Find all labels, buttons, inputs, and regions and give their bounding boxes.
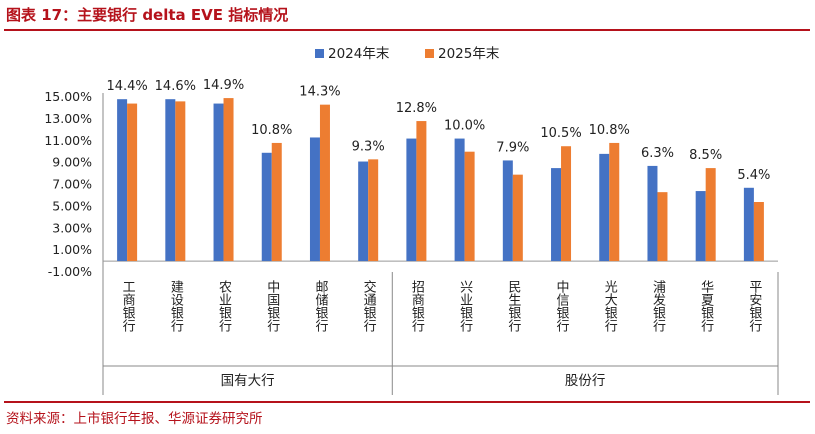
bar-2024 [117, 99, 128, 262]
category-label: 兴业银行 [457, 280, 473, 333]
category-label: 浦发银行 [650, 280, 666, 333]
bar-2025 [175, 101, 186, 262]
group-label: 股份行 [565, 373, 606, 389]
data-label: 6.3% [641, 146, 674, 161]
category-label: 中信银行 [554, 280, 570, 333]
category-label: 华夏银行 [698, 280, 714, 333]
category-label: 平安银行 [746, 280, 762, 333]
data-label: 14.3% [299, 85, 340, 100]
bar-2024 [406, 138, 417, 262]
bar-2025 [416, 121, 427, 262]
category-label: 中国银行 [264, 280, 280, 333]
y-tick-label: 7.00% [52, 177, 92, 192]
bar-2024 [213, 103, 224, 262]
data-label: 7.9% [496, 140, 529, 155]
bar-2024 [502, 160, 513, 262]
bar-2024 [454, 138, 465, 262]
bar-2024 [309, 137, 320, 262]
bar-2025 [127, 103, 138, 262]
data-label: 9.3% [352, 139, 385, 154]
y-tick-label: 11.00% [44, 133, 92, 148]
bar-2024 [358, 161, 369, 262]
legend-swatch-2025 [425, 49, 434, 58]
bar-2024 [261, 152, 272, 262]
group-label: 国有大行 [221, 373, 275, 389]
data-label: 10.0% [444, 119, 485, 134]
bar-2025 [609, 142, 620, 262]
category-label: 建设银行 [168, 280, 184, 333]
bar-2025 [368, 159, 379, 262]
y-tick-label: 3.00% [52, 220, 92, 235]
bar-2025 [271, 142, 282, 262]
category-label: 招商银行 [409, 280, 425, 333]
category-label: 交通银行 [361, 279, 377, 333]
data-label: 14.9% [203, 78, 244, 93]
bar-2024 [647, 165, 658, 262]
bar-2024 [599, 153, 610, 262]
data-label: 10.8% [589, 123, 630, 138]
data-label: 8.5% [689, 148, 722, 163]
y-tick-label: 5.00% [52, 198, 92, 213]
legend-label: 2025年末 [438, 46, 500, 62]
bar-2025 [512, 174, 523, 262]
y-tick-label: 13.00% [44, 111, 92, 126]
data-label: 14.4% [106, 79, 147, 94]
bar-2025 [319, 104, 330, 262]
bar-2024 [695, 191, 706, 262]
data-label: 10.8% [251, 123, 292, 138]
bar-2024 [551, 168, 562, 262]
bar-2025 [753, 202, 764, 262]
data-label: 14.6% [155, 79, 196, 94]
y-tick-label: 9.00% [52, 155, 92, 170]
bar-2025 [223, 98, 234, 262]
bar-2025 [657, 192, 668, 262]
source-note: 资料来源：上市银行年报、华源证券研究所 [6, 411, 263, 427]
y-tick-label: 15.00% [44, 89, 92, 104]
legend-swatch-2024 [315, 49, 324, 58]
data-label: 12.8% [396, 101, 437, 116]
chart-title: 图表 17：主要银行 delta EVE 指标情况 [6, 6, 289, 24]
title-divider [4, 29, 810, 31]
category-label: 民生银行 [505, 280, 521, 333]
legend-label: 2024年末 [328, 46, 390, 62]
data-label: 10.5% [540, 126, 581, 141]
y-tick-label: 1.00% [52, 242, 92, 257]
category-label: 邮储银行 [312, 280, 328, 333]
bar-2025 [464, 151, 475, 262]
bar-2024 [165, 99, 176, 262]
y-tick-label: -1.00% [48, 264, 92, 279]
category-label: 光大银行 [602, 280, 618, 333]
bar-2025 [561, 146, 572, 262]
category-label: 农业银行 [216, 280, 232, 333]
data-label: 5.4% [737, 168, 770, 183]
bar-2025 [705, 168, 716, 262]
source-divider [4, 401, 810, 403]
category-label: 工商银行 [120, 280, 136, 333]
bar-2024 [743, 187, 754, 262]
